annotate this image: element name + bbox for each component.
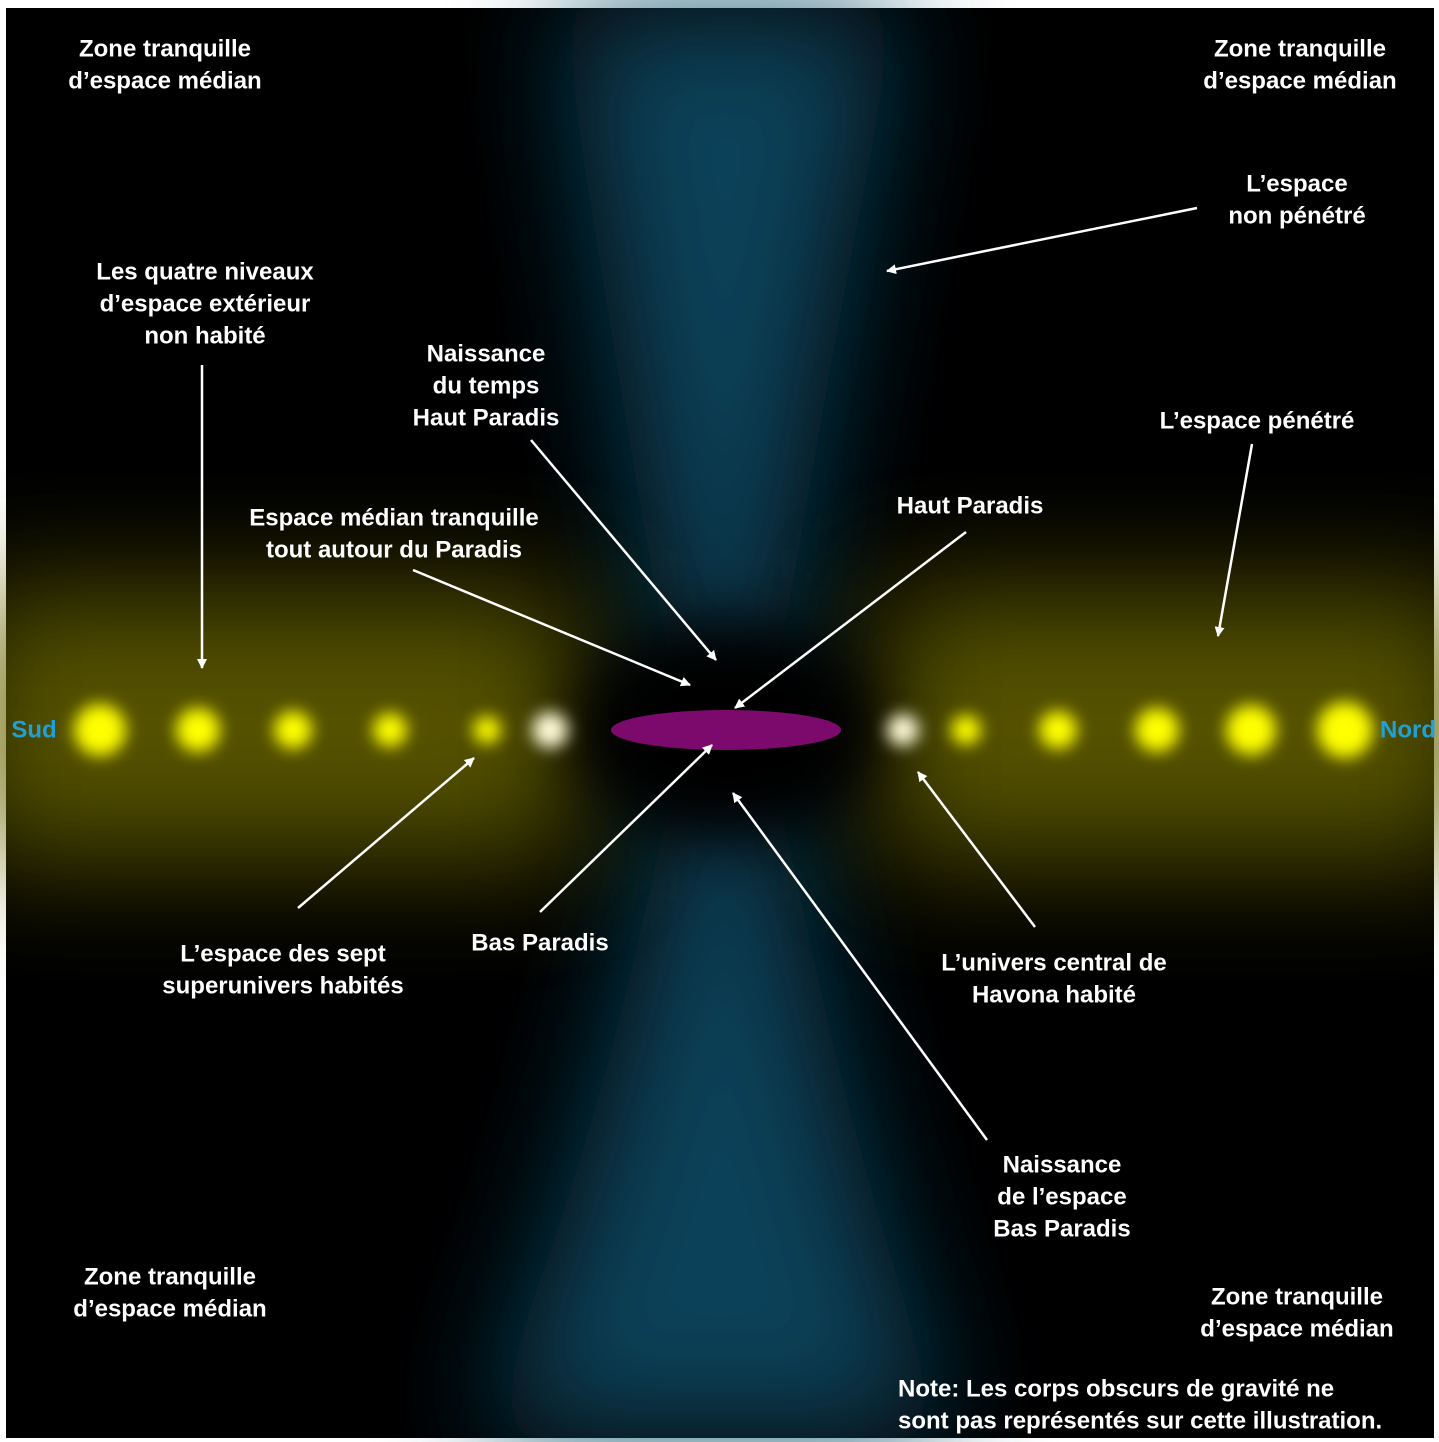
label: Haut Paradis: [897, 492, 1044, 519]
label: Espace médian tranquille: [249, 504, 538, 531]
dot: [951, 715, 981, 745]
dot: [274, 711, 312, 749]
label: Havona habité: [972, 981, 1136, 1008]
dot: [887, 714, 919, 746]
label: de l’espace: [997, 1183, 1126, 1210]
south-label: Sud: [11, 716, 56, 743]
label: d’espace médian: [1203, 67, 1396, 94]
dot: [1039, 711, 1077, 749]
label: non pénétré: [1228, 202, 1365, 229]
label: L’univers central de: [941, 949, 1166, 976]
label: tout autour du Paradis: [266, 536, 522, 563]
label: d’espace extérieur: [100, 290, 311, 317]
dot: [532, 712, 568, 748]
label: Naissance: [1003, 1151, 1122, 1178]
label: d’espace médian: [1200, 1315, 1393, 1342]
label: L’espace des sept: [180, 940, 385, 967]
north-label: Nord: [1380, 716, 1436, 743]
label: Zone tranquille: [1214, 35, 1386, 62]
label: d’espace médian: [73, 1295, 266, 1322]
label: Les quatre niveaux: [96, 258, 314, 285]
label: superunivers habités: [162, 972, 403, 999]
label: du temps: [433, 372, 540, 399]
paradise: [611, 710, 841, 750]
label: Bas Paradis: [993, 1215, 1130, 1242]
label: L’espace pénétré: [1160, 407, 1355, 434]
dot: [74, 704, 126, 756]
label: Note: Les corps obscurs de gravité ne: [898, 1375, 1334, 1402]
label: Haut Paradis: [413, 404, 560, 431]
label: L’espace: [1246, 170, 1347, 197]
label: Zone tranquille: [79, 35, 251, 62]
dot: [1317, 702, 1373, 758]
label: Zone tranquille: [1211, 1283, 1383, 1310]
label: Zone tranquille: [84, 1263, 256, 1290]
page: Sud Nord Zone tranquille d’espace médian Z…: [0, 0, 1439, 1442]
dot: [1135, 708, 1179, 752]
label: d’espace médian: [68, 67, 261, 94]
label: sont pas représentés sur cette illustrat…: [898, 1407, 1382, 1434]
dot: [1226, 705, 1276, 755]
label: non habité: [144, 322, 265, 349]
label: Naissance: [427, 340, 546, 367]
dot: [176, 708, 220, 752]
dot: [473, 716, 501, 744]
diagram: Sud Nord Zone tranquille d’espace médian Z…: [0, 0, 1439, 1442]
label: Bas Paradis: [471, 929, 608, 956]
dot: [373, 713, 407, 747]
